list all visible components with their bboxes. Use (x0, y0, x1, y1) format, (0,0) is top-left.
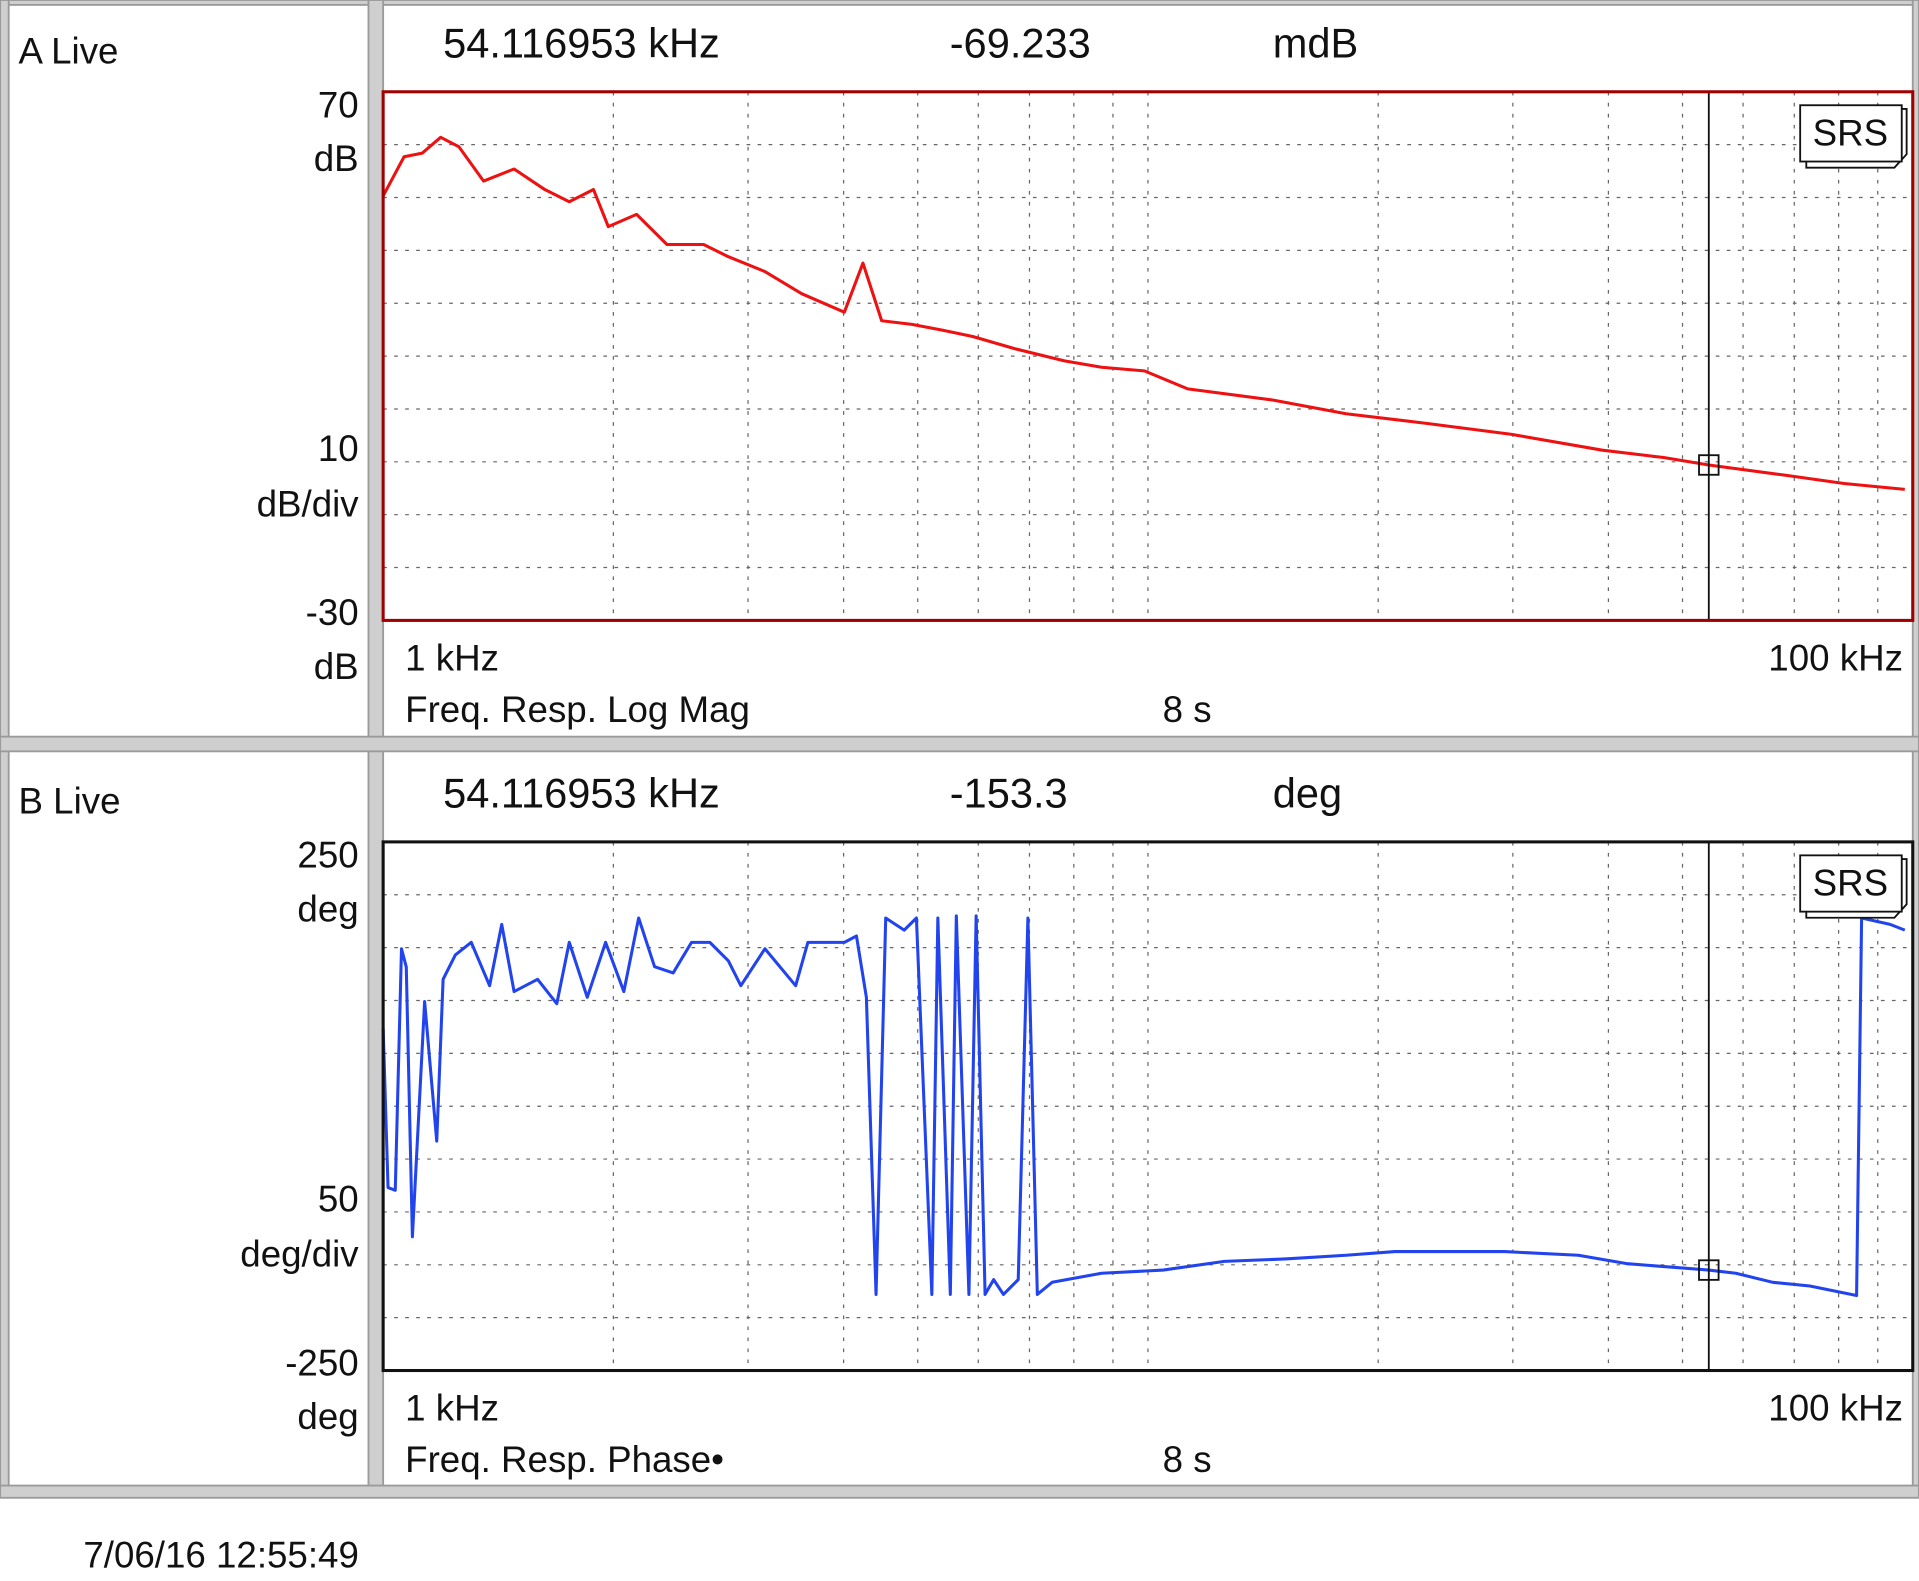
marker-value: -153.3 (950, 770, 1068, 817)
y-unit-label: deg (297, 888, 358, 929)
channel-label: B Live (18, 781, 120, 822)
y-unit-label: dB (314, 646, 359, 687)
y-unit-label: dB (314, 138, 359, 179)
panel: A Live 54.116953 kHz -69.233 mdB 70 dB -30 dB 10… (18, 19, 1915, 730)
logo-badge: SRS (1799, 104, 1908, 169)
marker-frequency: 54.116953 kHz (443, 770, 720, 817)
scale-unit-label: deg/div (240, 1233, 359, 1274)
x-tick-label: 100 kHz (1768, 637, 1903, 678)
scale-label: 50 (318, 1178, 359, 1219)
measurement-label: Freq. Resp. Phase• (405, 1439, 724, 1480)
plot-frame (381, 90, 1915, 622)
marker-unit: deg (1273, 770, 1342, 817)
y-tick-label: -30 (306, 592, 359, 633)
trace (381, 135, 1905, 491)
marker-box (1698, 1259, 1720, 1281)
marker-frequency: 54.116953 kHz (443, 19, 720, 66)
logo-text: SRS (1813, 113, 1888, 154)
logo-box (1799, 854, 1903, 913)
marker-value: -69.233 (950, 19, 1091, 66)
y-tick-label: 70 (318, 84, 359, 125)
measurement-label: Freq. Resp. Log Mag (405, 689, 750, 730)
x-tick-label: 100 kHz (1768, 1388, 1903, 1429)
panel-separator (0, 735, 1919, 753)
marker-box (1698, 454, 1720, 476)
logo-box (1799, 104, 1903, 163)
marker-unit: mdB (1273, 19, 1359, 66)
top-edge (0, 0, 1919, 6)
time-label: 8 s (1163, 1439, 1212, 1480)
y-unit-label: deg (297, 1396, 358, 1437)
bottom-edge (0, 1484, 1919, 1499)
plot-frame (381, 840, 1915, 1373)
logo-badge: SRS (1799, 854, 1908, 919)
y-tick-label: -250 (285, 1342, 358, 1383)
x-tick-label: 1 kHz (405, 637, 499, 678)
panel: B Live 54.116953 kHz -153.3 deg 250 deg -250 de… (18, 770, 1915, 1480)
time-label: 8 s (1163, 689, 1212, 730)
channel-label: A Live (18, 31, 118, 72)
x-tick-label: 1 kHz (405, 1388, 499, 1429)
timestamp: 7/06/16 12:55:49 (83, 1534, 359, 1575)
scale-unit-label: dB/div (257, 483, 360, 524)
y-tick-label: 250 (297, 835, 358, 876)
trace (381, 914, 1906, 1298)
scale-label: 10 (318, 428, 359, 469)
logo-text: SRS (1813, 863, 1888, 904)
bevel-frame (0, 0, 1919, 1499)
